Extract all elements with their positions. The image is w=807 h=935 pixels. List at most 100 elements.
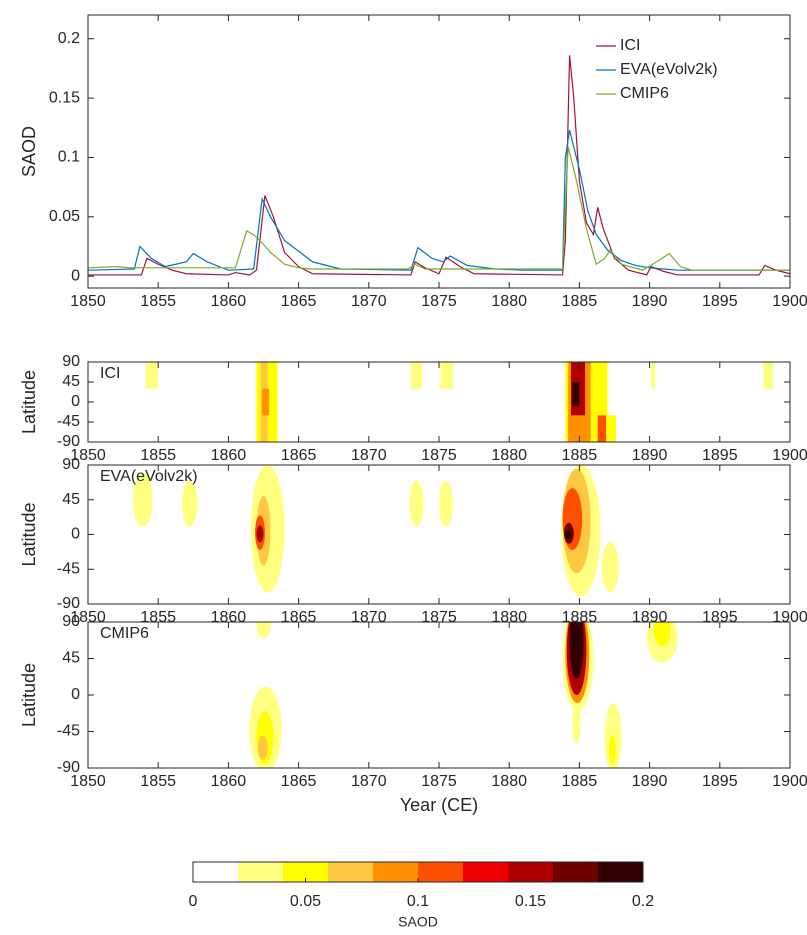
y-tick-label: 90 — [62, 353, 80, 370]
contour-blob — [572, 703, 581, 744]
cell — [410, 362, 423, 389]
x-tick-label: 1855 — [140, 773, 176, 790]
x-tick-label: 1860 — [211, 447, 247, 464]
cell — [440, 362, 454, 389]
x-tick-label: 1890 — [632, 447, 668, 464]
y-tick-label: -90 — [57, 433, 80, 450]
x-tick-label: 1885 — [562, 293, 598, 310]
y-tick-label: -90 — [57, 759, 80, 776]
x-tick-label: 1880 — [491, 293, 527, 310]
x-tick-label: 1880 — [491, 773, 527, 790]
y-tick-label: 0 — [71, 267, 80, 284]
x-tick-label: 1855 — [140, 447, 176, 464]
x-tick-label: 1885 — [562, 447, 598, 464]
x-tick-label: 1880 — [491, 447, 527, 464]
colorbar-tick-label: 0 — [189, 893, 198, 910]
legend-label: ICI — [620, 37, 640, 54]
contour-blob — [439, 480, 454, 527]
colorbar-step — [418, 862, 463, 882]
x-tick-label: 1900 — [772, 293, 807, 310]
y-tick-label: -45 — [57, 723, 80, 740]
x-tick-label: 1870 — [351, 447, 387, 464]
colorbar-step — [328, 862, 373, 882]
colorbar-tick-label: 0.1 — [407, 893, 429, 910]
y-tick-label: 45 — [62, 491, 80, 508]
contour-blob — [256, 525, 264, 543]
panel-label: ICI — [100, 365, 120, 382]
colorbar-label: SAOD — [398, 914, 438, 930]
y-tick-label: -45 — [57, 413, 80, 430]
x-tick-label: 1900 — [772, 773, 807, 790]
x-tick-label: 1850 — [70, 447, 106, 464]
contour-blob — [257, 735, 268, 760]
colorbar-tick-label: 0.2 — [632, 893, 654, 910]
contour-blob — [565, 529, 571, 540]
cell — [262, 388, 270, 416]
axes-box — [87, 361, 791, 443]
y-axis-label: SAOD — [19, 126, 39, 177]
contour-blob — [604, 703, 622, 768]
colorbar-step — [553, 862, 598, 882]
contour-blob — [601, 542, 619, 593]
x-tick-label: 1895 — [702, 447, 738, 464]
colorbar-tick-label: 0.15 — [515, 893, 546, 910]
colorbar-step — [463, 862, 508, 882]
x-tick-label: 1875 — [421, 773, 457, 790]
series-line — [87, 129, 790, 271]
y-tick-label: 45 — [62, 650, 80, 667]
y-tick-label: 0 — [71, 686, 80, 703]
series-line — [87, 146, 790, 271]
y-axis-label: Latitude — [19, 502, 39, 566]
colorbar-step — [238, 862, 283, 882]
series-line — [88, 55, 791, 276]
x-tick-label: 1865 — [281, 773, 317, 790]
x-tick-label: 1860 — [211, 773, 247, 790]
cell — [651, 362, 656, 389]
y-tick-label: 0 — [71, 526, 80, 543]
x-tick-label: 1870 — [351, 773, 387, 790]
y-tick-label: 0.1 — [58, 149, 80, 166]
colorbar-step — [283, 862, 328, 882]
y-tick-label: 0.15 — [49, 89, 80, 106]
contour-blob — [608, 735, 616, 764]
patches — [145, 362, 774, 442]
colorbar-step — [598, 862, 643, 882]
x-tick-label: 1895 — [702, 293, 738, 310]
cell — [572, 382, 580, 407]
x-tick-label: 1850 — [70, 773, 106, 790]
y-tick-label: 0.05 — [49, 208, 80, 225]
y-axis-label: Latitude — [19, 663, 39, 727]
x-tick-label: 1865 — [281, 447, 317, 464]
y-tick-label: -90 — [57, 595, 80, 612]
cell — [597, 415, 607, 442]
cell — [593, 362, 608, 416]
colorbar-step — [373, 862, 418, 882]
colorbar-step — [193, 862, 238, 882]
x-tick-label: 1895 — [702, 773, 738, 790]
y-tick-label: 0 — [71, 393, 80, 410]
cell — [145, 362, 159, 389]
y-tick-label: 0.2 — [58, 30, 80, 47]
panel-label: CMIP6 — [100, 625, 149, 642]
colorbar-step — [508, 862, 553, 882]
x-tick-label: 1875 — [421, 293, 457, 310]
patches — [249, 622, 678, 768]
contour-blob — [256, 622, 271, 639]
colorbar-tick-label: 0.05 — [290, 893, 321, 910]
cell — [763, 362, 774, 389]
contour-blob — [653, 622, 671, 647]
x-tick-label: 1875 — [421, 447, 457, 464]
legend-label: EVA(eVolv2k) — [620, 61, 718, 78]
x-tick-label: 1885 — [562, 773, 598, 790]
x-axis-label: Year (CE) — [400, 795, 478, 815]
y-tick-label: -45 — [57, 560, 80, 577]
contour-blob — [409, 480, 424, 527]
panel-label: EVA(eVolv2k) — [100, 468, 198, 485]
x-tick-label: 1890 — [632, 293, 668, 310]
legend-label: CMIP6 — [620, 85, 669, 102]
x-tick-label: 1860 — [211, 293, 247, 310]
x-tick-label: 1870 — [351, 293, 387, 310]
x-tick-label: 1855 — [140, 293, 176, 310]
axes-box — [87, 621, 791, 769]
